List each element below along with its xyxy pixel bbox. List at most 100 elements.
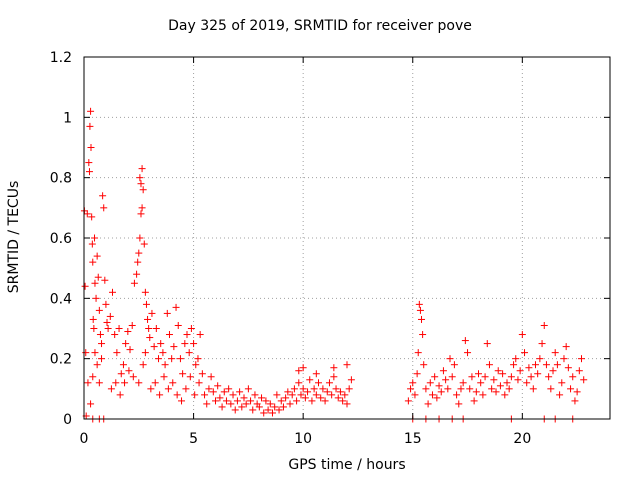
data-point: [169, 379, 177, 387]
data-point: [164, 385, 172, 393]
data-point: [214, 382, 222, 390]
data-point: [137, 210, 145, 218]
data-point: [437, 388, 445, 396]
data-point: [472, 388, 480, 396]
data-point: [339, 397, 347, 405]
data-point: [165, 331, 173, 339]
data-point: [336, 388, 344, 396]
data-points: [80, 107, 588, 423]
data-point: [91, 349, 99, 357]
data-point: [510, 361, 518, 369]
data-point: [488, 385, 496, 393]
data-point: [134, 258, 142, 266]
data-point: [295, 379, 303, 387]
data-point: [516, 367, 524, 375]
data-point: [461, 337, 469, 345]
data-point: [255, 403, 263, 411]
data-point: [279, 403, 287, 411]
data-point: [160, 373, 168, 381]
data-point: [258, 394, 266, 402]
data-point: [201, 391, 209, 399]
data-point: [573, 388, 581, 396]
data-point: [422, 385, 430, 393]
data-point: [119, 361, 127, 369]
data-point: [446, 355, 454, 363]
data-point: [527, 373, 535, 381]
data-point: [538, 340, 546, 348]
data-point: [181, 340, 189, 348]
data-point: [174, 321, 182, 329]
data-point: [187, 325, 195, 332]
data-point: [308, 397, 316, 405]
data-point: [84, 379, 92, 387]
data-point: [411, 391, 419, 399]
data-point: [315, 379, 323, 387]
data-point: [136, 234, 144, 242]
data-point: [116, 391, 124, 399]
data-point: [135, 249, 143, 257]
data-point: [129, 373, 137, 381]
data-point: [439, 367, 447, 375]
chart-title: Day 325 of 2019, SRMTID for receiver pov…: [168, 18, 472, 34]
data-point: [529, 385, 537, 393]
data-point: [93, 361, 101, 369]
data-point: [231, 406, 239, 414]
data-point: [481, 373, 489, 381]
data-point: [317, 394, 325, 402]
data-point: [121, 379, 129, 387]
data-point: [310, 385, 318, 393]
data-point: [218, 403, 226, 411]
data-point: [220, 388, 228, 396]
data-point: [85, 168, 93, 176]
data-point: [262, 397, 270, 405]
data-point: [161, 361, 169, 369]
data-point: [277, 397, 285, 405]
data-point: [155, 355, 163, 363]
data-point: [101, 276, 109, 284]
data-point: [117, 370, 125, 378]
data-point: [172, 303, 180, 311]
data-point: [107, 385, 115, 393]
data-point: [81, 282, 89, 290]
data-point: [186, 373, 194, 381]
data-point: [562, 343, 570, 351]
data-point: [542, 361, 550, 369]
data-point: [159, 349, 167, 357]
data-point: [523, 379, 531, 387]
data-point: [299, 385, 307, 393]
data-point: [496, 382, 504, 390]
data-point: [343, 361, 351, 369]
data-point: [470, 397, 478, 405]
data-point: [244, 385, 252, 393]
data-point: [91, 234, 99, 242]
data-point: [87, 107, 95, 115]
data-point: [457, 385, 465, 393]
data-point: [534, 370, 542, 378]
data-point: [580, 376, 588, 384]
data-point: [521, 349, 529, 357]
y-tick-label: 1: [63, 110, 72, 126]
data-point: [271, 403, 279, 411]
data-point: [138, 165, 146, 173]
data-point: [264, 406, 272, 414]
data-point: [83, 210, 91, 218]
data-point: [191, 391, 199, 399]
data-point: [455, 400, 463, 408]
data-point: [420, 361, 428, 369]
data-point: [198, 370, 206, 378]
data-point: [229, 391, 237, 399]
data-point: [468, 373, 476, 381]
data-point: [499, 370, 507, 378]
data-point: [194, 355, 202, 363]
data-point: [157, 340, 165, 348]
data-point: [92, 294, 100, 302]
data-point: [347, 376, 355, 384]
data-point: [141, 288, 149, 296]
data-point: [288, 391, 296, 399]
data-point: [147, 385, 155, 393]
data-point: [477, 379, 485, 387]
data-point: [407, 385, 415, 393]
data-point: [216, 394, 224, 402]
data-point: [196, 331, 204, 339]
